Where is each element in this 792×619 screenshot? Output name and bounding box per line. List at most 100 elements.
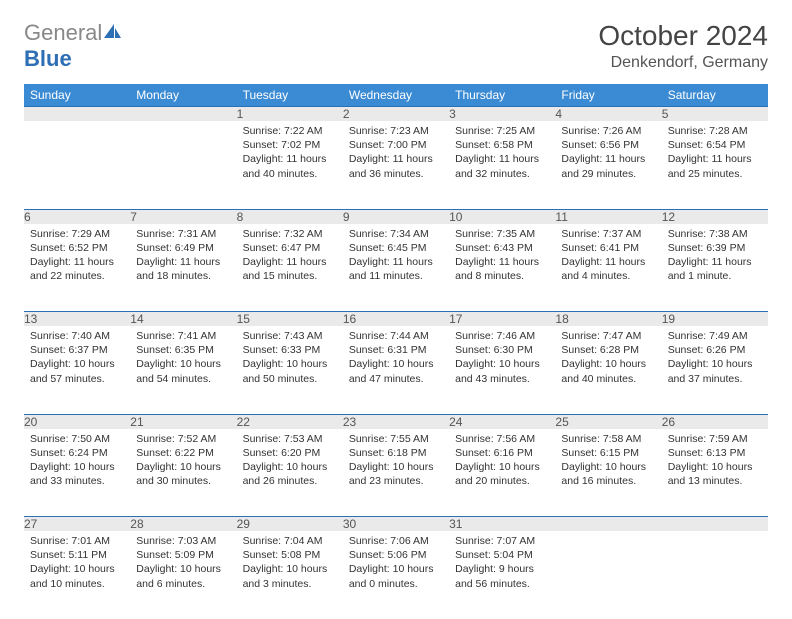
- day-number: 22: [237, 414, 343, 429]
- day-cell: Sunrise: 7:59 AMSunset: 6:13 PMDaylight:…: [662, 429, 768, 517]
- day-number: 2: [343, 107, 449, 122]
- day-number: 23: [343, 414, 449, 429]
- day-number: [24, 107, 130, 122]
- day-info: Sunrise: 7:04 AMSunset: 5:08 PMDaylight:…: [237, 531, 343, 597]
- day-cell: Sunrise: 7:01 AMSunset: 5:11 PMDaylight:…: [24, 531, 130, 619]
- dayinfo-row: Sunrise: 7:29 AMSunset: 6:52 PMDaylight:…: [24, 224, 768, 312]
- day-cell: Sunrise: 7:43 AMSunset: 6:33 PMDaylight:…: [237, 326, 343, 414]
- dayinfo-row: Sunrise: 7:01 AMSunset: 5:11 PMDaylight:…: [24, 531, 768, 619]
- day-info: Sunrise: 7:46 AMSunset: 6:30 PMDaylight:…: [449, 326, 555, 392]
- weekday-header: Friday: [555, 84, 661, 107]
- day-cell: Sunrise: 7:53 AMSunset: 6:20 PMDaylight:…: [237, 429, 343, 517]
- day-cell: Sunrise: 7:38 AMSunset: 6:39 PMDaylight:…: [662, 224, 768, 312]
- day-cell: Sunrise: 7:03 AMSunset: 5:09 PMDaylight:…: [130, 531, 236, 619]
- day-cell: Sunrise: 7:07 AMSunset: 5:04 PMDaylight:…: [449, 531, 555, 619]
- day-cell: Sunrise: 7:58 AMSunset: 6:15 PMDaylight:…: [555, 429, 661, 517]
- day-info: Sunrise: 7:28 AMSunset: 6:54 PMDaylight:…: [662, 121, 768, 187]
- day-info: Sunrise: 7:41 AMSunset: 6:35 PMDaylight:…: [130, 326, 236, 392]
- day-number: 26: [662, 414, 768, 429]
- day-number: [130, 107, 236, 122]
- logo-text: GeneralBlue: [24, 20, 122, 72]
- day-info: Sunrise: 7:37 AMSunset: 6:41 PMDaylight:…: [555, 224, 661, 290]
- day-number: 29: [237, 517, 343, 532]
- day-info: Sunrise: 7:44 AMSunset: 6:31 PMDaylight:…: [343, 326, 449, 392]
- day-number: [555, 517, 661, 532]
- day-info: Sunrise: 7:43 AMSunset: 6:33 PMDaylight:…: [237, 326, 343, 392]
- day-cell: Sunrise: 7:04 AMSunset: 5:08 PMDaylight:…: [237, 531, 343, 619]
- day-cell: Sunrise: 7:26 AMSunset: 6:56 PMDaylight:…: [555, 121, 661, 209]
- day-info: Sunrise: 7:55 AMSunset: 6:18 PMDaylight:…: [343, 429, 449, 495]
- location: Denkendorf, Germany: [598, 54, 768, 72]
- dayinfo-row: Sunrise: 7:40 AMSunset: 6:37 PMDaylight:…: [24, 326, 768, 414]
- day-number: 7: [130, 209, 236, 224]
- day-number: 25: [555, 414, 661, 429]
- day-cell: Sunrise: 7:22 AMSunset: 7:02 PMDaylight:…: [237, 121, 343, 209]
- day-number: 9: [343, 209, 449, 224]
- day-number: 21: [130, 414, 236, 429]
- daynum-row: 2728293031: [24, 517, 768, 532]
- logo-part1: General: [24, 20, 102, 45]
- day-cell: Sunrise: 7:23 AMSunset: 7:00 PMDaylight:…: [343, 121, 449, 209]
- calendar-header: SundayMondayTuesdayWednesdayThursdayFrid…: [24, 84, 768, 107]
- day-number: 19: [662, 312, 768, 327]
- day-number: 18: [555, 312, 661, 327]
- day-number: 4: [555, 107, 661, 122]
- title-block: October 2024 Denkendorf, Germany: [598, 20, 768, 72]
- daynum-row: 20212223242526: [24, 414, 768, 429]
- daynum-row: 6789101112: [24, 209, 768, 224]
- weekday-header: Sunday: [24, 84, 130, 107]
- day-cell: Sunrise: 7:44 AMSunset: 6:31 PMDaylight:…: [343, 326, 449, 414]
- sail-icon: [104, 20, 122, 46]
- day-cell: [555, 531, 661, 619]
- day-info: Sunrise: 7:50 AMSunset: 6:24 PMDaylight:…: [24, 429, 130, 495]
- day-info: Sunrise: 7:23 AMSunset: 7:00 PMDaylight:…: [343, 121, 449, 187]
- calendar-table: SundayMondayTuesdayWednesdayThursdayFrid…: [24, 84, 768, 619]
- day-number: [662, 517, 768, 532]
- day-number: 24: [449, 414, 555, 429]
- day-info: Sunrise: 7:58 AMSunset: 6:15 PMDaylight:…: [555, 429, 661, 495]
- day-cell: Sunrise: 7:37 AMSunset: 6:41 PMDaylight:…: [555, 224, 661, 312]
- day-number: 31: [449, 517, 555, 532]
- day-info: Sunrise: 7:40 AMSunset: 6:37 PMDaylight:…: [24, 326, 130, 392]
- day-number: 13: [24, 312, 130, 327]
- day-cell: Sunrise: 7:50 AMSunset: 6:24 PMDaylight:…: [24, 429, 130, 517]
- day-cell: Sunrise: 7:28 AMSunset: 6:54 PMDaylight:…: [662, 121, 768, 209]
- daynum-row: 13141516171819: [24, 312, 768, 327]
- day-info: Sunrise: 7:31 AMSunset: 6:49 PMDaylight:…: [130, 224, 236, 290]
- day-info: Sunrise: 7:35 AMSunset: 6:43 PMDaylight:…: [449, 224, 555, 290]
- day-cell: Sunrise: 7:47 AMSunset: 6:28 PMDaylight:…: [555, 326, 661, 414]
- day-number: 28: [130, 517, 236, 532]
- day-cell: Sunrise: 7:49 AMSunset: 6:26 PMDaylight:…: [662, 326, 768, 414]
- weekday-header: Monday: [130, 84, 236, 107]
- dayinfo-row: Sunrise: 7:22 AMSunset: 7:02 PMDaylight:…: [24, 121, 768, 209]
- weekday-header: Thursday: [449, 84, 555, 107]
- day-cell: Sunrise: 7:35 AMSunset: 6:43 PMDaylight:…: [449, 224, 555, 312]
- day-number: 15: [237, 312, 343, 327]
- day-info: Sunrise: 7:03 AMSunset: 5:09 PMDaylight:…: [130, 531, 236, 597]
- day-number: 1: [237, 107, 343, 122]
- day-cell: Sunrise: 7:32 AMSunset: 6:47 PMDaylight:…: [237, 224, 343, 312]
- day-cell: [24, 121, 130, 209]
- day-info: Sunrise: 7:47 AMSunset: 6:28 PMDaylight:…: [555, 326, 661, 392]
- day-number: 11: [555, 209, 661, 224]
- day-number: 30: [343, 517, 449, 532]
- day-cell: Sunrise: 7:31 AMSunset: 6:49 PMDaylight:…: [130, 224, 236, 312]
- day-number: 16: [343, 312, 449, 327]
- day-cell: Sunrise: 7:34 AMSunset: 6:45 PMDaylight:…: [343, 224, 449, 312]
- weekday-header: Wednesday: [343, 84, 449, 107]
- day-info: Sunrise: 7:56 AMSunset: 6:16 PMDaylight:…: [449, 429, 555, 495]
- day-info: Sunrise: 7:01 AMSunset: 5:11 PMDaylight:…: [24, 531, 130, 597]
- day-info: Sunrise: 7:59 AMSunset: 6:13 PMDaylight:…: [662, 429, 768, 495]
- weekday-header: Tuesday: [237, 84, 343, 107]
- day-info: Sunrise: 7:25 AMSunset: 6:58 PMDaylight:…: [449, 121, 555, 187]
- day-number: 12: [662, 209, 768, 224]
- day-number: 14: [130, 312, 236, 327]
- day-cell: [130, 121, 236, 209]
- logo-part2: Blue: [24, 46, 72, 71]
- day-cell: Sunrise: 7:55 AMSunset: 6:18 PMDaylight:…: [343, 429, 449, 517]
- day-number: 27: [24, 517, 130, 532]
- day-info: Sunrise: 7:07 AMSunset: 5:04 PMDaylight:…: [449, 531, 555, 597]
- day-cell: [662, 531, 768, 619]
- header: GeneralBlue October 2024 Denkendorf, Ger…: [24, 20, 768, 72]
- day-info: Sunrise: 7:29 AMSunset: 6:52 PMDaylight:…: [24, 224, 130, 290]
